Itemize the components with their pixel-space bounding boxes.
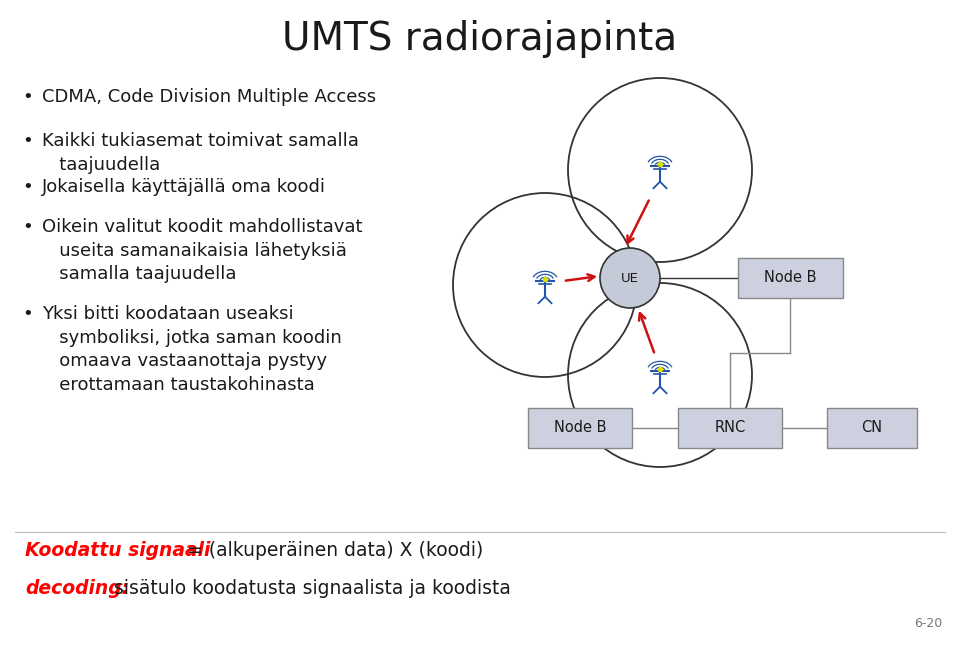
Text: •: •	[22, 305, 33, 323]
Text: sisätulo koodatusta signaalista ja koodista: sisätulo koodatusta signaalista ja koodi…	[108, 578, 511, 597]
Text: Node B: Node B	[554, 421, 607, 436]
Text: UMTS radiorajapinta: UMTS radiorajapinta	[282, 20, 678, 58]
Text: = (alkuperäinen data) X (koodi): = (alkuperäinen data) X (koodi)	[181, 541, 483, 560]
Text: •: •	[22, 218, 33, 236]
Text: •: •	[22, 132, 33, 150]
Text: Jokaisella käyttäjällä oma koodi: Jokaisella käyttäjällä oma koodi	[42, 178, 326, 196]
FancyBboxPatch shape	[527, 408, 633, 448]
Text: Koodattu signaali: Koodattu signaali	[25, 541, 210, 560]
FancyBboxPatch shape	[737, 258, 843, 298]
Text: CDMA, Code Division Multiple Access: CDMA, Code Division Multiple Access	[42, 88, 376, 106]
Text: Yksi bitti koodataan useaksi
   symboliksi, jotka saman koodin
   omaava vastaan: Yksi bitti koodataan useaksi symboliksi,…	[42, 305, 342, 394]
Text: 6-20: 6-20	[914, 617, 942, 630]
FancyBboxPatch shape	[678, 408, 782, 448]
Text: Node B: Node B	[764, 270, 816, 285]
Text: Koodattu signaali = (alkuperäinen data) X (koodi): Koodattu signaali = (alkuperäinen data) …	[25, 541, 490, 560]
Text: •: •	[22, 178, 33, 196]
FancyBboxPatch shape	[827, 408, 917, 448]
Text: Oikein valitut koodit mahdollistavat
   useita samanaikaisia lähetyksiä
   samal: Oikein valitut koodit mahdollistavat use…	[42, 218, 363, 283]
Text: decoding:: decoding:	[25, 578, 130, 597]
Text: •: •	[22, 88, 33, 106]
Text: Kaikki tukiasemat toimivat samalla
   taajuudella: Kaikki tukiasemat toimivat samalla taaju…	[42, 132, 359, 174]
Text: RNC: RNC	[714, 421, 746, 436]
Circle shape	[600, 248, 660, 308]
Text: CN: CN	[861, 421, 882, 436]
Text: UE: UE	[621, 272, 639, 285]
